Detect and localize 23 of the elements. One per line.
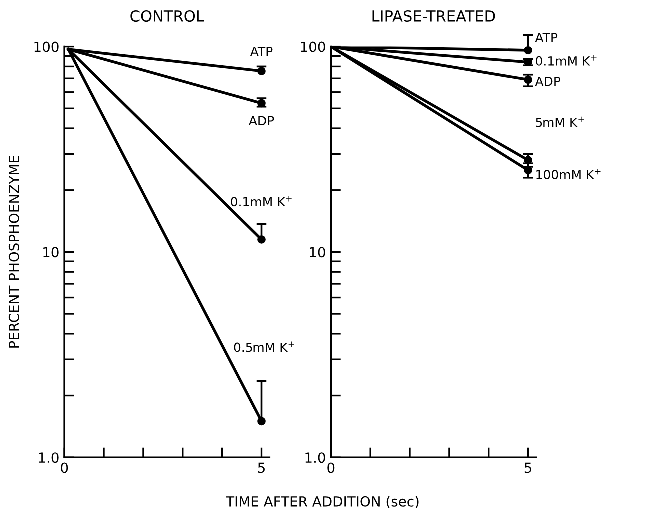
series-label: 0.1mM K$^{+}$ (536, 55, 597, 66)
y-axis-title: PERCENT PHOSPHOENZYME (8, 156, 20, 348)
y-tick-label: 1.0 (306, 452, 326, 464)
series-label: 0.1mM K$^{+}$ (231, 196, 292, 207)
series-label: 100mM K$^{+}$ (536, 169, 601, 180)
y-tick-label: 100 (301, 42, 326, 52)
series-label: ATP (250, 47, 273, 56)
x-tick-label: 5 (258, 462, 265, 474)
y-tick-label: 10 (44, 247, 59, 258)
x-tick-label: 0 (328, 462, 335, 474)
y-tick-label: 1.0 (39, 452, 59, 464)
series-label: ATP (535, 33, 558, 42)
x-tick-label: 0 (61, 462, 68, 474)
y-tick-label: 10 (310, 247, 326, 258)
x-tick-label: 5 (524, 462, 532, 474)
series-label: 0.5mM K$^{+}$ (234, 342, 294, 352)
text: 5mM K$^{+}$ (536, 116, 584, 128)
chart-title: LIPASE-TREATED (372, 10, 496, 22)
y-tick-label: 100 (34, 42, 59, 52)
series-label: ADP (535, 77, 561, 86)
chart-title: CONTROL (130, 10, 204, 22)
series-label: ADP (248, 116, 274, 126)
x-axis-title: TIME AFTER ADDITION (sec) (226, 496, 419, 509)
